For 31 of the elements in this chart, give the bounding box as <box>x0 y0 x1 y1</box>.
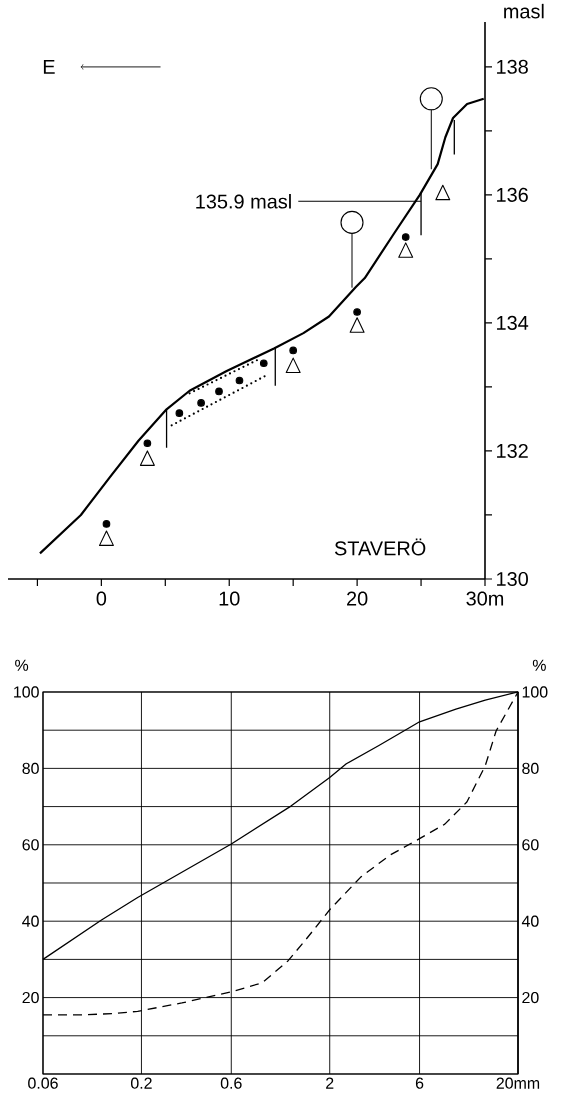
y2-tick-label: 100 <box>522 686 548 698</box>
x-tick-label: 2 <box>326 1077 334 1089</box>
y-axis-title: masl <box>504 3 544 19</box>
annotation: STAVERÖ <box>334 538 426 556</box>
x-tick-label: 20 <box>347 591 368 606</box>
x-tick-label: 10 <box>219 591 240 606</box>
x-tick-label: 30m <box>466 591 504 606</box>
y2-tick-label: 80 <box>522 762 539 775</box>
y-tick-label: 60 <box>22 839 39 851</box>
annotation: 135.9 masl <box>196 193 291 209</box>
y-tick-label: 138 <box>497 59 528 74</box>
y2-tick-label: 20 <box>522 991 539 1004</box>
y-tick-label: 100 <box>14 686 39 698</box>
x-tick-label: 20mm <box>496 1077 540 1089</box>
y-tick-label: 136 <box>497 187 528 202</box>
x-tick-label: 0.6 <box>220 1077 242 1089</box>
annotation: E <box>43 59 55 74</box>
y-tick-label: 130 <box>497 571 528 587</box>
x-tick-label: 0 <box>96 591 107 606</box>
y2-axis-title: % <box>532 659 546 671</box>
y-axis-title: % <box>15 659 29 671</box>
y-tick-label: 20 <box>22 991 39 1004</box>
y-tick-label: 132 <box>497 443 528 458</box>
y-tick-label: 40 <box>22 915 39 927</box>
y2-tick-label: 60 <box>522 839 539 851</box>
y-tick-label: 134 <box>497 315 529 330</box>
x-tick-label: 6 <box>415 1077 424 1089</box>
y-tick-label: 80 <box>22 762 39 775</box>
x-tick-label: 0.2 <box>130 1077 152 1089</box>
x-tick-label: 0.06 <box>28 1077 58 1089</box>
y2-tick-label: 40 <box>521 915 539 927</box>
